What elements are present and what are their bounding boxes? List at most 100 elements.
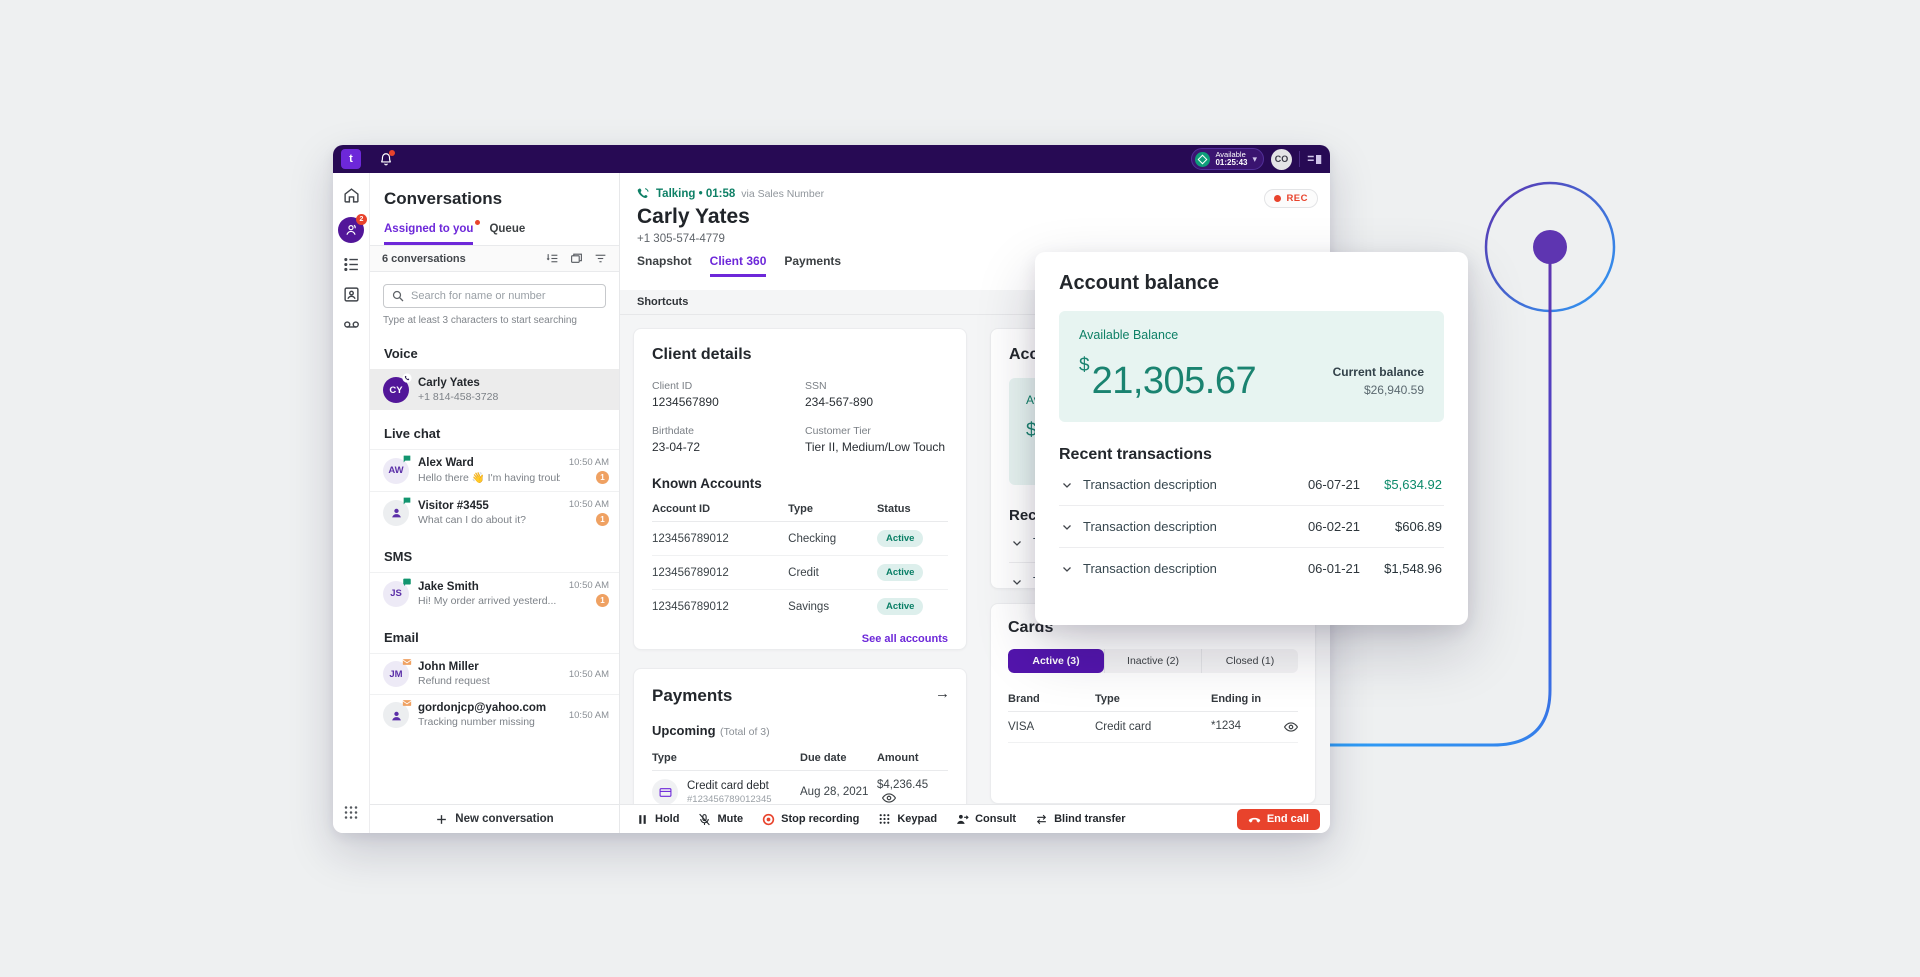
tab-queue[interactable]: Queue	[489, 223, 526, 235]
unread-dot	[475, 220, 481, 225]
record-icon	[762, 813, 775, 825]
call-via: via Sales Number	[741, 187, 825, 200]
avatar	[383, 497, 411, 526]
chat-channel-icon	[402, 454, 412, 464]
contacts-icon[interactable]	[343, 286, 360, 303]
status-timer: 01:25:43	[1215, 158, 1248, 167]
keypad-icon	[879, 813, 890, 824]
avatar: JM	[383, 659, 412, 687]
hold-button[interactable]: Hold	[636, 813, 679, 826]
cards-table: Brand Type Ending in VISA Credit card *1…	[1008, 687, 1298, 744]
table-row[interactable]: VISA Credit card *1234	[1008, 711, 1298, 744]
conversations-count-bar: 6 conversations	[370, 245, 619, 272]
notifications-bell-icon[interactable]	[379, 150, 395, 166]
search-input[interactable]	[411, 290, 597, 302]
conversations-count: 6 conversations	[382, 252, 466, 265]
chat-channel-icon	[402, 496, 412, 506]
consult-icon	[957, 814, 969, 824]
timestamp: 10:50 AM	[568, 668, 609, 680]
chevron-down-icon	[1063, 524, 1071, 530]
conversations-nav-icon[interactable]: 2	[338, 214, 367, 243]
table-row[interactable]: 123456789012 Credit Active	[652, 555, 948, 590]
chevron-down-icon	[1013, 541, 1021, 546]
conversations-panel: Conversations Assigned to you Queue 6 co…	[369, 173, 620, 833]
avatar: CY	[383, 373, 412, 403]
consult-button[interactable]: Consult	[956, 813, 1016, 826]
filter-icon[interactable]	[594, 252, 607, 265]
eye-icon[interactable]	[881, 791, 897, 804]
plus-icon	[437, 814, 447, 824]
eye-icon[interactable]	[1284, 720, 1298, 734]
transaction-row[interactable]: Transaction description 06-07-21 $5,634.…	[1059, 464, 1444, 506]
table-row[interactable]: 123456789012 Checking Active	[652, 521, 948, 556]
table-row[interactable]: Credit card debt #123456789012345 Aug 28…	[652, 770, 948, 804]
client-details-title: Client details	[652, 346, 752, 363]
email-channel-icon	[402, 698, 412, 708]
contact-number: +1 305-574-4779	[637, 233, 725, 245]
section-live-chat: Live chat	[384, 426, 441, 441]
end-call-button[interactable]: End call	[1236, 808, 1320, 830]
activity-list-icon[interactable]	[343, 256, 360, 273]
upcoming-total: (Total of 3)	[720, 726, 770, 738]
conversation-list: Voice CY Carly Yates +1 814-458-3728 Liv…	[370, 330, 619, 804]
shortcuts-bar[interactable]: Shortcuts	[620, 290, 1330, 315]
notification-dot	[389, 150, 395, 156]
unread-badge: 1	[596, 471, 609, 484]
transaction-row[interactable]: Transaction description 06-01-21 $1,548.…	[1059, 548, 1444, 589]
conversation-item-carly-yates[interactable]: CY Carly Yates +1 814-458-3728	[370, 369, 619, 410]
recent-transactions-title: Recent transactions	[1059, 446, 1212, 463]
chevron-down-icon	[1063, 482, 1071, 488]
sort-icon[interactable]	[546, 252, 559, 265]
tab-payments[interactable]: Payments	[784, 254, 842, 268]
recording-indicator: REC	[1264, 189, 1318, 208]
tab-client-360[interactable]: Client 360	[709, 254, 767, 277]
segment-active[interactable]: Active (3)	[1008, 649, 1104, 674]
conversation-item-jake-smith[interactable]: JS Jake Smith Hi! My order arrived yeste…	[370, 572, 619, 614]
unread-badge: 1	[596, 594, 609, 607]
mute-button[interactable]: Mute	[698, 813, 743, 826]
phone-down-icon	[1248, 817, 1261, 822]
tab-snapshot[interactable]: Snapshot	[637, 254, 692, 268]
chevron-down-icon: ▾	[1252, 153, 1257, 164]
agent-status-selector[interactable]: Available 01:25:43 ▾	[1191, 148, 1264, 170]
keypad-button[interactable]: Keypad	[878, 813, 937, 826]
decor-circle-outline	[1484, 181, 1616, 313]
new-conversation-button[interactable]: New conversation	[370, 804, 619, 833]
table-row[interactable]: 123456789012 Savings Active	[652, 590, 948, 624]
cards-card: Cards Active (3) Inactive (2) Closed (1)…	[990, 603, 1316, 804]
transaction-row[interactable]: Transaction description 06-02-21 $606.89	[1059, 506, 1444, 548]
client-details-card: Client details Client ID 1234567890 SSN …	[633, 328, 967, 650]
voicemail-icon[interactable]	[343, 316, 360, 333]
topbar: t Available 01:25:43 ▾ CO	[333, 145, 1330, 173]
home-icon[interactable]	[343, 187, 360, 204]
arrow-right-icon[interactable]: →	[935, 685, 950, 702]
panel-toggle-icon[interactable]	[1307, 153, 1322, 166]
tab-assigned-to-you[interactable]: Assigned to you	[384, 220, 481, 245]
conversations-tabs: Assigned to you Queue	[384, 220, 619, 245]
call-control-bar: Hold Mute Stop recording Keypad Consult …	[620, 804, 1330, 833]
apps-grid-icon[interactable]	[344, 805, 359, 825]
blind-transfer-button[interactable]: Blind transfer	[1035, 813, 1126, 826]
segment-closed[interactable]: Closed (1)	[1201, 649, 1298, 674]
search-icon	[392, 290, 404, 302]
conversation-item-gordonjcp[interactable]: gordonjcp@yahoo.com Tracking number miss…	[370, 694, 619, 735]
segment-inactive[interactable]: Inactive (2)	[1104, 649, 1201, 674]
conversations-title: Conversations	[384, 189, 503, 208]
conversation-item-visitor-3455[interactable]: Visitor #3455 What can I do about it? 10…	[370, 491, 619, 533]
stop-recording-button[interactable]: Stop recording	[762, 813, 859, 826]
mic-muted-icon	[699, 813, 711, 825]
transfer-arrows-icon	[1037, 814, 1047, 824]
see-all-accounts-link[interactable]: See all accounts	[861, 633, 948, 645]
voice-channel-icon	[402, 373, 412, 383]
user-avatar[interactable]: CO	[1271, 148, 1292, 170]
payments-title: Payments	[652, 686, 733, 705]
app-logo[interactable]: t	[341, 149, 361, 169]
conversation-item-alex-ward[interactable]: AW Alex Ward Hello there 👋 I'm having tr…	[370, 449, 619, 491]
field-client-id: Client ID 1234567890	[652, 380, 719, 409]
conversation-item-john-miller[interactable]: JM John Miller Refund request 10:50 AM	[370, 653, 619, 694]
group-view-icon[interactable]	[570, 252, 583, 265]
client-tabs: Snapshot Client 360 Payments	[637, 254, 1330, 277]
field-birthdate: Birthdate 23-04-72	[652, 425, 701, 454]
nav-rail: 2	[333, 173, 369, 833]
sms-channel-icon	[402, 577, 412, 587]
